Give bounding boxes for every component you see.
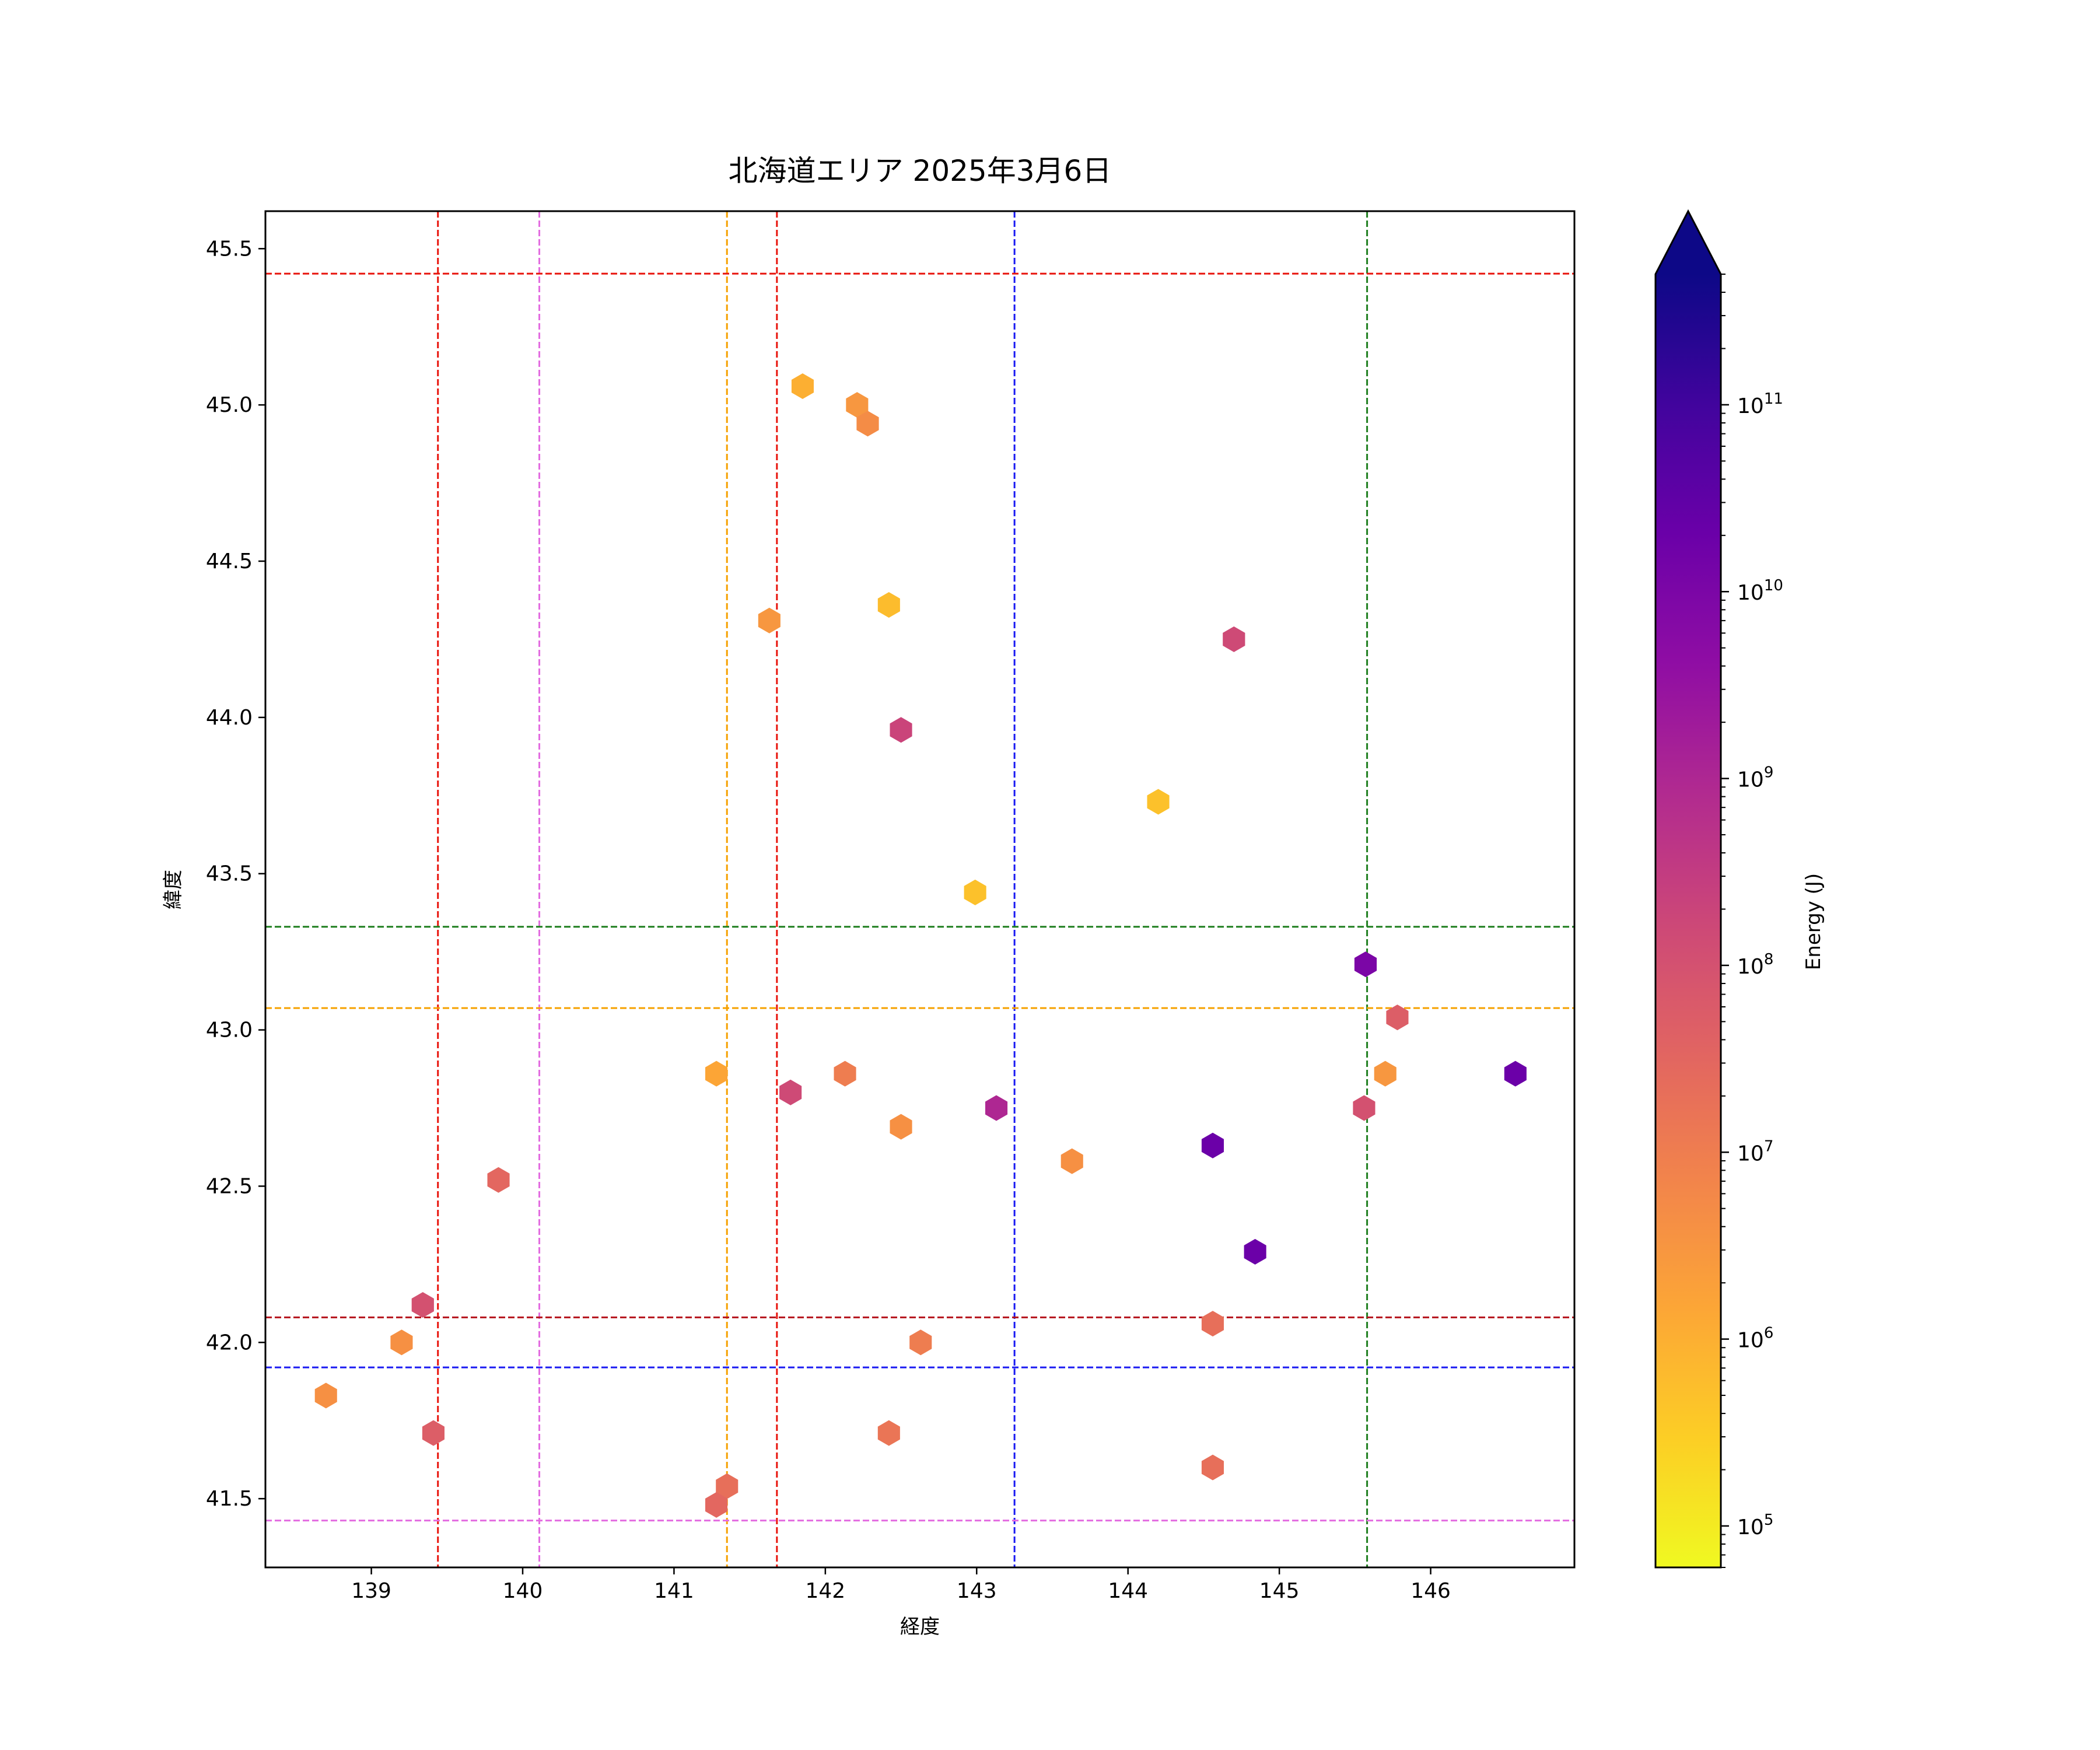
colorbar-tick-label: 107 <box>1737 1138 1773 1166</box>
chart-title: 北海道エリア 2025年3月6日 <box>729 154 1112 188</box>
y-axis-label: 緯度 <box>162 870 185 909</box>
y-tick-label: 43.5 <box>206 862 253 886</box>
data-point <box>487 1167 510 1193</box>
x-tick-label: 139 <box>351 1579 391 1603</box>
data-point <box>411 1292 434 1318</box>
x-axis-ticks: 139 140 141 142 143 144 145 146 <box>351 1567 1451 1603</box>
colorbar-tick-label: 109 <box>1737 764 1773 792</box>
colorbar-tick-label: 106 <box>1737 1325 1773 1353</box>
data-point <box>985 1095 1008 1121</box>
y-tick-label: 41.5 <box>206 1487 253 1511</box>
data-point <box>834 1060 856 1087</box>
data-point <box>1147 789 1170 815</box>
data-point <box>890 717 912 743</box>
data-point <box>705 1060 728 1087</box>
data-point <box>877 1420 900 1446</box>
data-point <box>1201 1132 1224 1158</box>
reference-lines <box>265 211 1574 1567</box>
y-tick-label: 44.0 <box>206 706 253 730</box>
colorbar-outline <box>1654 209 1722 1569</box>
data-point <box>964 879 986 905</box>
y-tick-label: 45.5 <box>206 237 253 261</box>
data-point <box>890 1114 912 1140</box>
colorbar-tick-label: 108 <box>1737 951 1773 979</box>
colorbar-tick-exponent: 11 <box>1764 390 1783 408</box>
data-point <box>758 607 780 634</box>
colorbar-tick-exponent: 8 <box>1764 951 1774 968</box>
data-point <box>1374 1060 1396 1087</box>
plot-area-frame <box>264 210 1576 1569</box>
data-point <box>1386 1005 1409 1031</box>
data-point <box>1223 626 1245 652</box>
data-point <box>1201 1311 1224 1337</box>
colorbar-tick-exponent: 5 <box>1764 1511 1774 1529</box>
colorbar-tick-exponent: 6 <box>1764 1325 1774 1342</box>
data-point <box>1504 1060 1527 1087</box>
x-tick-label: 146 <box>1410 1579 1451 1603</box>
data-point <box>716 1473 738 1499</box>
data-point <box>846 392 869 418</box>
data-point <box>1060 1148 1083 1174</box>
data-point <box>390 1329 413 1356</box>
data-point <box>1201 1454 1224 1480</box>
x-tick-label: 140 <box>503 1579 543 1603</box>
data-point <box>314 1382 337 1409</box>
data-point <box>705 1492 728 1518</box>
colorbar-tick-label: 105 <box>1737 1511 1773 1539</box>
data-point <box>422 1420 444 1446</box>
y-tick-label: 43.0 <box>206 1019 253 1042</box>
data-point <box>1244 1238 1266 1265</box>
data-point <box>909 1329 932 1356</box>
colorbar-tick-exponent: 7 <box>1764 1138 1774 1155</box>
y-tick-label: 44.5 <box>206 550 253 573</box>
x-tick-label: 145 <box>1259 1579 1300 1603</box>
y-axis-ticks: 41.5 42.0 42.5 43.0 43.5 44.0 44.5 45.0 45.5 <box>206 237 265 1511</box>
colorbar-extend-triangle <box>1656 211 1721 274</box>
y-tick-label: 45.0 <box>206 393 253 417</box>
data-point <box>779 1079 802 1105</box>
x-tick-label: 143 <box>957 1579 997 1603</box>
data-point <box>791 373 814 399</box>
x-axis-label: 経度 <box>900 1615 940 1639</box>
data-point <box>856 411 879 437</box>
colorbar-tick-exponent: 9 <box>1764 764 1774 782</box>
colorbar-tick-label: 1011 <box>1737 390 1783 418</box>
data-point <box>877 592 900 618</box>
y-tick-label: 42.0 <box>206 1331 253 1354</box>
y-tick-label: 42.5 <box>206 1174 253 1198</box>
x-tick-label: 144 <box>1108 1579 1148 1603</box>
colorbar-label: Energy (J) <box>1802 873 1825 970</box>
x-tick-label: 141 <box>654 1579 694 1603</box>
data-points <box>314 373 1527 1518</box>
colorbar-gradient-bar <box>1656 274 1721 1567</box>
colorbar-tick-exponent: 10 <box>1764 577 1783 594</box>
x-tick-label: 142 <box>806 1579 846 1603</box>
data-point <box>1354 951 1377 978</box>
data-point <box>1353 1095 1376 1121</box>
colorbar-tick-label: 1010 <box>1737 577 1783 605</box>
